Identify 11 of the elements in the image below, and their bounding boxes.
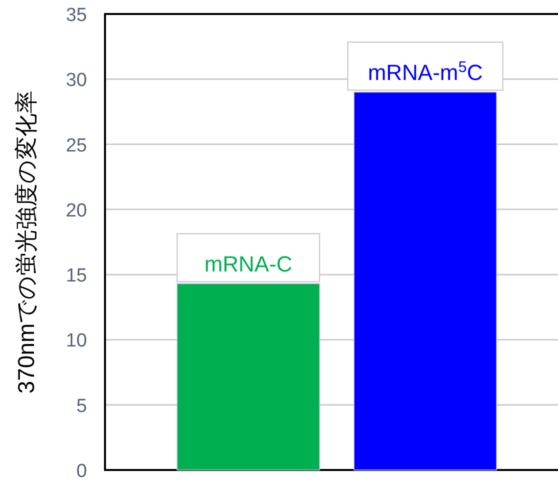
y-tick-label: 25 — [66, 135, 87, 156]
y-tick-label: 15 — [66, 266, 87, 287]
y-axis-title: 370nmでの蛍光強度の変化率 — [13, 90, 39, 394]
x-tick-label: mRNA-C — [204, 252, 292, 277]
y-tick-label: 20 — [66, 200, 87, 222]
x-tick-label: mRNA-m$^{5}$C — [368, 58, 483, 86]
y-tick-label: 0 — [76, 461, 87, 482]
y-tick-label: 30 — [66, 70, 87, 92]
y-tick-label: 35 — [66, 5, 87, 26]
y-tick-label: 10 — [66, 330, 87, 352]
y-tick-label: 5 — [76, 396, 87, 417]
